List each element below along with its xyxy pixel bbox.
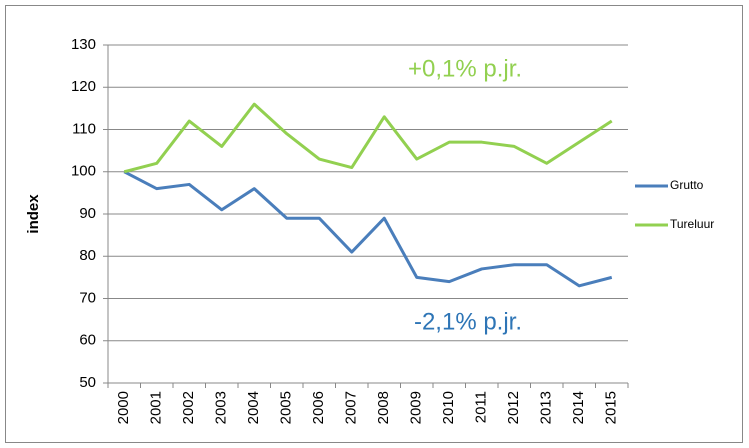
x-tick-label: 2001 — [148, 391, 165, 424]
annotation: -2,1% p.jr. — [414, 308, 522, 335]
y-axis-label: index — [25, 194, 42, 234]
x-tick-label: 2004 — [245, 391, 262, 424]
y-tick-label: 110 — [72, 120, 96, 137]
y-tick-label: 90 — [79, 205, 96, 222]
series-line — [123, 170, 613, 288]
legend-label: Tureluur — [670, 217, 714, 231]
y-tick-label: 70 — [79, 289, 96, 306]
y-tick-label: 120 — [71, 78, 96, 95]
y-tick-label: 50 — [79, 374, 96, 391]
chart-border — [5, 5, 743, 443]
annotation: +0,1% p.jr. — [408, 55, 522, 82]
x-tick-label: 2008 — [375, 391, 392, 424]
x-tick-label: 2013 — [538, 391, 555, 424]
x-tick-label: 2015 — [603, 391, 620, 424]
legend-label: Grutto — [670, 178, 704, 192]
x-tick-label: 2012 — [505, 391, 522, 424]
x-tick-label: 2005 — [278, 391, 295, 424]
x-tick-label: 2009 — [408, 391, 425, 424]
x-tick-label: 2010 — [440, 391, 457, 424]
x-tick-label: 2006 — [310, 391, 327, 424]
x-tick-label: 2002 — [180, 391, 197, 424]
x-tick-label: 2003 — [213, 391, 230, 424]
x-tick-label: 2011 — [473, 391, 490, 423]
y-tick-label: 80 — [79, 247, 96, 264]
x-tick-label: 2007 — [343, 391, 360, 424]
x-tick-label: 2014 — [570, 391, 587, 424]
x-tick-label: 2000 — [115, 391, 132, 424]
series-line — [123, 102, 613, 174]
y-tick-label: 130 — [71, 36, 96, 53]
y-tick-label: 60 — [79, 332, 96, 349]
y-tick-label: 100 — [71, 163, 96, 180]
